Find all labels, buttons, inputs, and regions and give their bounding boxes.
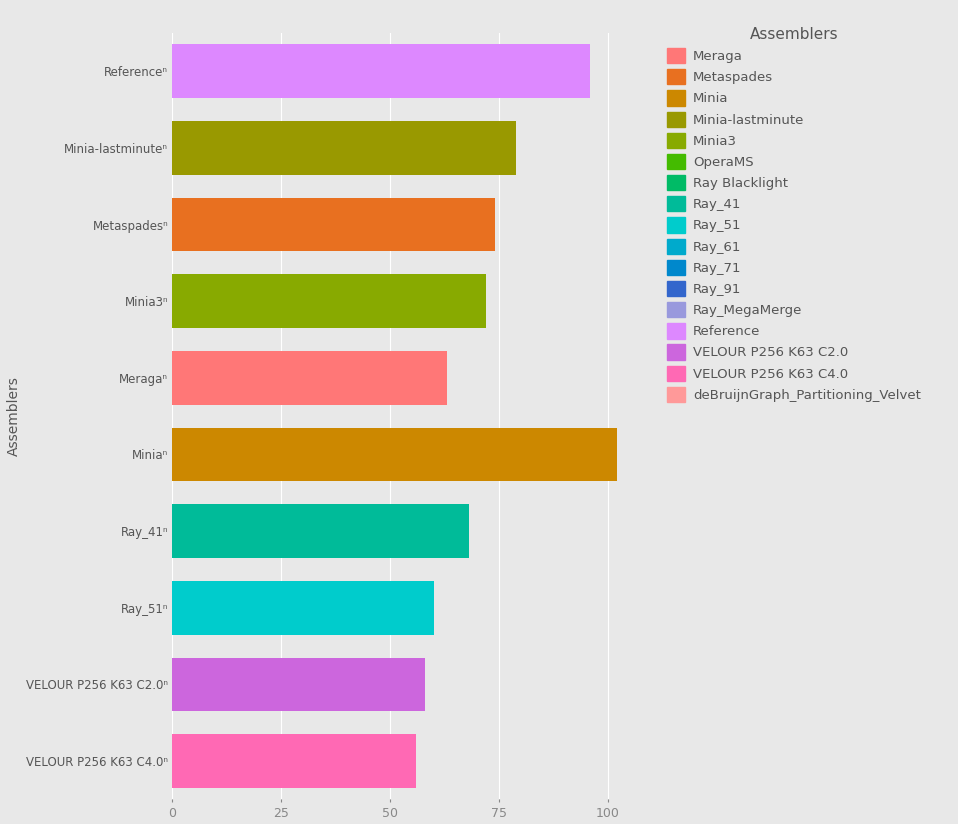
Bar bbox=[172, 44, 590, 98]
Bar bbox=[172, 121, 516, 175]
Legend: Meraga, Metaspades, Minia, Minia-lastminute, Minia3, OperaMS, Ray Blacklight, Ra: Meraga, Metaspades, Minia, Minia-lastmin… bbox=[663, 23, 925, 406]
Bar bbox=[172, 351, 446, 405]
Bar bbox=[172, 658, 425, 711]
Bar bbox=[172, 734, 417, 788]
Bar bbox=[172, 428, 617, 481]
Bar bbox=[172, 504, 468, 558]
Y-axis label: Assemblers: Assemblers bbox=[7, 377, 21, 456]
Bar bbox=[172, 581, 434, 634]
Bar bbox=[172, 198, 494, 251]
Bar bbox=[172, 274, 486, 328]
